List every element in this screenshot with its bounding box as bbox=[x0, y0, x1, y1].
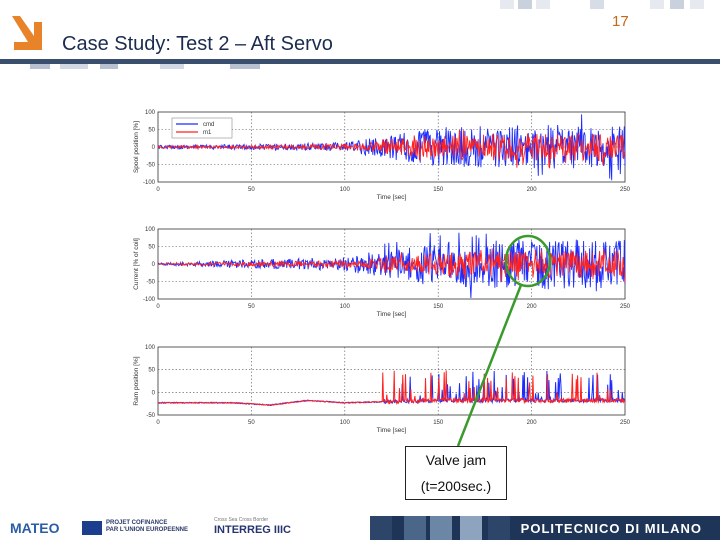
chart-2: 0 50 100 150 200 250 100 50 0 -50 -100 Time [sec] Cu… bbox=[133, 227, 631, 318]
x-tick-label: 0 bbox=[156, 187, 160, 193]
y-tick-label: -50 bbox=[146, 280, 155, 286]
chart-1: 0 50 100 150 200 250 100 50 0 -50 -100 Time [sec] Sp… bbox=[133, 110, 631, 201]
valve-jam-callout: Valve jam (t=200sec.) bbox=[405, 446, 507, 500]
x-tick-label: 100 bbox=[340, 420, 351, 426]
footer-square bbox=[460, 516, 482, 540]
eu-text-line-2: PAR L'UNION EUROPEENNE bbox=[106, 527, 188, 533]
mateo-logo: MATEO bbox=[10, 520, 60, 536]
footer-left: MATEO PROJET COFINANCE PAR L'UNION EUROP… bbox=[0, 516, 370, 540]
rule-decoration bbox=[0, 64, 720, 69]
y-tick-label: 100 bbox=[145, 345, 156, 351]
y-tick-label: -100 bbox=[143, 297, 156, 303]
x-tick-label: 100 bbox=[340, 304, 351, 310]
y-tick-label: 50 bbox=[148, 245, 155, 251]
y-tick-label: 100 bbox=[145, 227, 156, 233]
eu-cofinance-text: PROJET COFINANCE PAR L'UNION EUROPEENNE bbox=[106, 520, 188, 534]
series-line bbox=[157, 248, 626, 283]
decor-square bbox=[690, 0, 704, 9]
footer: MATEO PROJET COFINANCE PAR L'UNION EUROP… bbox=[0, 516, 720, 540]
x-tick-label: 50 bbox=[248, 187, 255, 193]
footer-square bbox=[370, 516, 392, 540]
x-tick-label: 0 bbox=[156, 420, 160, 426]
x-tick-label: 50 bbox=[248, 420, 255, 426]
page-title: Case Study: Test 2 – Aft Servo bbox=[62, 33, 333, 55]
interreg-tagline: Cross Sea Cross Border bbox=[214, 517, 269, 523]
decor-square bbox=[500, 0, 514, 9]
y-tick-label: 50 bbox=[148, 128, 155, 134]
x-tick-label: 100 bbox=[340, 187, 351, 193]
series-line bbox=[158, 370, 626, 406]
x-tick-label: 150 bbox=[433, 420, 444, 426]
legend-label: cmd bbox=[203, 122, 214, 128]
y-axis-label: Current [% of coil] bbox=[133, 238, 140, 290]
x-tick-label: 200 bbox=[527, 304, 538, 310]
y-tick-label: 0 bbox=[152, 390, 156, 396]
callout-line-2: (t=200sec.) bbox=[420, 478, 492, 494]
decor-square bbox=[536, 0, 550, 9]
politecnico-label: POLITECNICO DI MILANO bbox=[520, 521, 702, 536]
eu-text-line-1: PROJET COFINANCE bbox=[106, 520, 168, 526]
x-tick-label: 250 bbox=[620, 420, 631, 426]
y-tick-label: 50 bbox=[148, 368, 155, 374]
footer-square bbox=[430, 516, 452, 540]
page-number: 17 bbox=[612, 13, 629, 30]
callout-pointer bbox=[456, 284, 523, 447]
y-axis-label: Spool position [%] bbox=[133, 121, 140, 173]
x-tick-label: 250 bbox=[620, 187, 631, 193]
footer-square bbox=[488, 516, 510, 540]
x-tick-label: 250 bbox=[620, 304, 631, 310]
series-line bbox=[157, 114, 626, 181]
legend-label: m1 bbox=[203, 130, 212, 136]
x-tick-label: 150 bbox=[433, 304, 444, 310]
decor-square bbox=[518, 0, 532, 9]
interreg-logo: INTERREG IIIC bbox=[214, 524, 292, 536]
legend: cmd m1 bbox=[171, 117, 233, 139]
footer-right: POLITECNICO DI MILANO bbox=[370, 516, 720, 540]
y-tick-label: 0 bbox=[152, 262, 156, 268]
decor-square bbox=[590, 0, 604, 9]
series-line bbox=[157, 129, 626, 169]
y-tick-label: 100 bbox=[145, 110, 156, 116]
x-tick-label: 0 bbox=[156, 304, 160, 310]
eu-flag-icon bbox=[82, 521, 102, 535]
x-axis-label: Time [sec] bbox=[377, 427, 407, 434]
valve-jam-highlight bbox=[504, 234, 552, 288]
footer-square bbox=[404, 516, 426, 540]
decor-square bbox=[670, 0, 684, 9]
callout-line-1: Valve jam bbox=[425, 452, 487, 468]
header-decoration bbox=[0, 0, 720, 12]
y-tick-label: -50 bbox=[146, 163, 155, 169]
x-tick-label: 200 bbox=[527, 420, 538, 426]
y-tick-label: 0 bbox=[152, 145, 156, 151]
y-tick-label: -50 bbox=[146, 413, 155, 419]
y-axis-label: Ram position [%] bbox=[133, 356, 140, 405]
legend-box bbox=[171, 117, 233, 139]
x-tick-label: 200 bbox=[527, 187, 538, 193]
x-axis-label: Time [sec] bbox=[377, 311, 407, 318]
chart-frame bbox=[157, 346, 626, 416]
y-tick-label: -100 bbox=[143, 180, 156, 186]
x-tick-label: 150 bbox=[433, 187, 444, 193]
arrow-logo-icon bbox=[12, 16, 42, 50]
decor-square bbox=[650, 0, 664, 9]
x-axis-label: Time [sec] bbox=[377, 194, 407, 201]
x-tick-label: 50 bbox=[248, 304, 255, 310]
title-rule bbox=[0, 59, 720, 64]
